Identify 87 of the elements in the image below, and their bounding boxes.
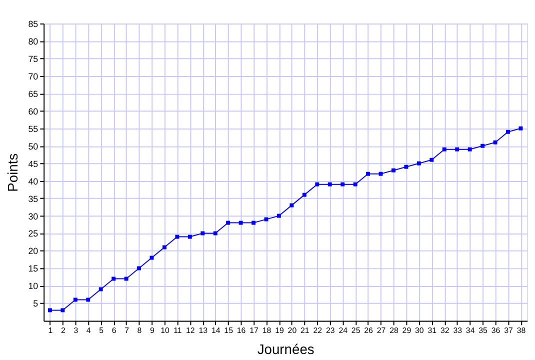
x-axis-title: Journées bbox=[257, 340, 314, 357]
x-tick-label: 18 bbox=[262, 326, 272, 336]
y-tick-label: 60 bbox=[28, 106, 38, 116]
x-tick-label: 9 bbox=[150, 326, 156, 336]
y-axis-title: Points bbox=[4, 153, 20, 192]
x-tick-label: 28 bbox=[390, 326, 399, 336]
x-tick-label: 29 bbox=[402, 326, 412, 336]
y-tick-label: 50 bbox=[28, 141, 38, 152]
x-tick-label: 16 bbox=[236, 326, 246, 336]
x-tick-label: 1 bbox=[48, 326, 54, 336]
y-tick-label: 70 bbox=[28, 71, 38, 82]
x-tick-label: 14 bbox=[211, 326, 221, 336]
x-tick-label: 23 bbox=[326, 326, 336, 336]
x-tick-label: 38 bbox=[516, 326, 526, 336]
x-tick-label: 19 bbox=[275, 326, 284, 336]
point bbox=[213, 231, 218, 236]
point bbox=[366, 172, 370, 176]
point bbox=[290, 203, 294, 208]
point bbox=[392, 168, 396, 172]
x-tick-label: 5 bbox=[99, 326, 104, 336]
point bbox=[416, 161, 421, 166]
x-tick-label: 13 bbox=[198, 326, 208, 336]
point bbox=[353, 182, 358, 186]
x-tick-label: 2 bbox=[60, 326, 66, 336]
point bbox=[98, 287, 103, 292]
x-tick-label: 30 bbox=[415, 326, 424, 336]
y-tick-label: 80 bbox=[28, 36, 38, 46]
y-tick-label: 85 bbox=[28, 18, 38, 29]
x-tick-label: 6 bbox=[112, 326, 117, 336]
x-tick-label: 20 bbox=[288, 326, 298, 336]
y-tick-label: 25 bbox=[28, 228, 38, 239]
point bbox=[442, 147, 446, 152]
point bbox=[302, 192, 306, 197]
point bbox=[506, 130, 510, 134]
y-tick-label: 65 bbox=[28, 88, 38, 99]
x-tick-label: 12 bbox=[186, 326, 195, 336]
x-tick-label: 27 bbox=[376, 326, 386, 336]
point bbox=[328, 182, 332, 186]
point bbox=[340, 182, 345, 186]
x-tick-label: 32 bbox=[440, 326, 450, 336]
y-tick-label: 35 bbox=[28, 194, 38, 204]
x-tick-label: 10 bbox=[160, 326, 170, 336]
y-tick-label: 10 bbox=[28, 281, 38, 292]
x-tick-label: 7 bbox=[124, 326, 129, 336]
x-tick-label: 17 bbox=[250, 326, 258, 336]
point bbox=[276, 214, 281, 218]
point bbox=[404, 164, 408, 169]
point bbox=[200, 231, 205, 236]
point bbox=[60, 308, 65, 312]
y-tick-label: 5 bbox=[33, 298, 38, 309]
point bbox=[430, 158, 434, 162]
x-tick-label: 24 bbox=[338, 326, 348, 336]
x-tick-label: 4 bbox=[86, 326, 92, 336]
x-tick-label: 35 bbox=[478, 326, 488, 336]
x-tick-label: 36 bbox=[491, 326, 501, 336]
y-tick-label: 55 bbox=[28, 124, 38, 134]
x-tick-label: 15 bbox=[224, 326, 234, 336]
x-tick-label: 25 bbox=[351, 326, 361, 336]
x-tick-label: 22 bbox=[313, 326, 322, 336]
point bbox=[480, 144, 485, 148]
point bbox=[468, 147, 472, 152]
y-tick-label: 30 bbox=[28, 211, 38, 222]
x-tick-label: 11 bbox=[174, 326, 182, 336]
y-tick-label: 75 bbox=[28, 54, 38, 64]
point bbox=[315, 182, 320, 186]
point bbox=[188, 234, 192, 239]
point bbox=[175, 234, 180, 239]
point bbox=[252, 220, 256, 225]
point bbox=[238, 220, 243, 225]
y-tick-label: 15 bbox=[28, 264, 38, 274]
x-tick-label: 34 bbox=[466, 326, 476, 336]
point bbox=[86, 298, 90, 302]
x-tick-label: 37 bbox=[504, 326, 513, 336]
y-tick-label: 20 bbox=[28, 246, 38, 256]
y-tick-label: 40 bbox=[28, 176, 38, 186]
x-tick-label: 8 bbox=[137, 326, 142, 336]
point bbox=[48, 308, 52, 312]
point bbox=[455, 147, 460, 152]
x-tick-label: 33 bbox=[453, 326, 463, 336]
point bbox=[226, 220, 230, 225]
x-tick-label: 26 bbox=[364, 326, 374, 336]
point bbox=[518, 126, 523, 130]
x-tick-label: 3 bbox=[74, 326, 79, 336]
x-tick-label: 21 bbox=[300, 326, 310, 336]
x-tick-label: 31 bbox=[428, 326, 438, 336]
point bbox=[73, 298, 78, 302]
y-tick-label: 45 bbox=[28, 158, 38, 169]
